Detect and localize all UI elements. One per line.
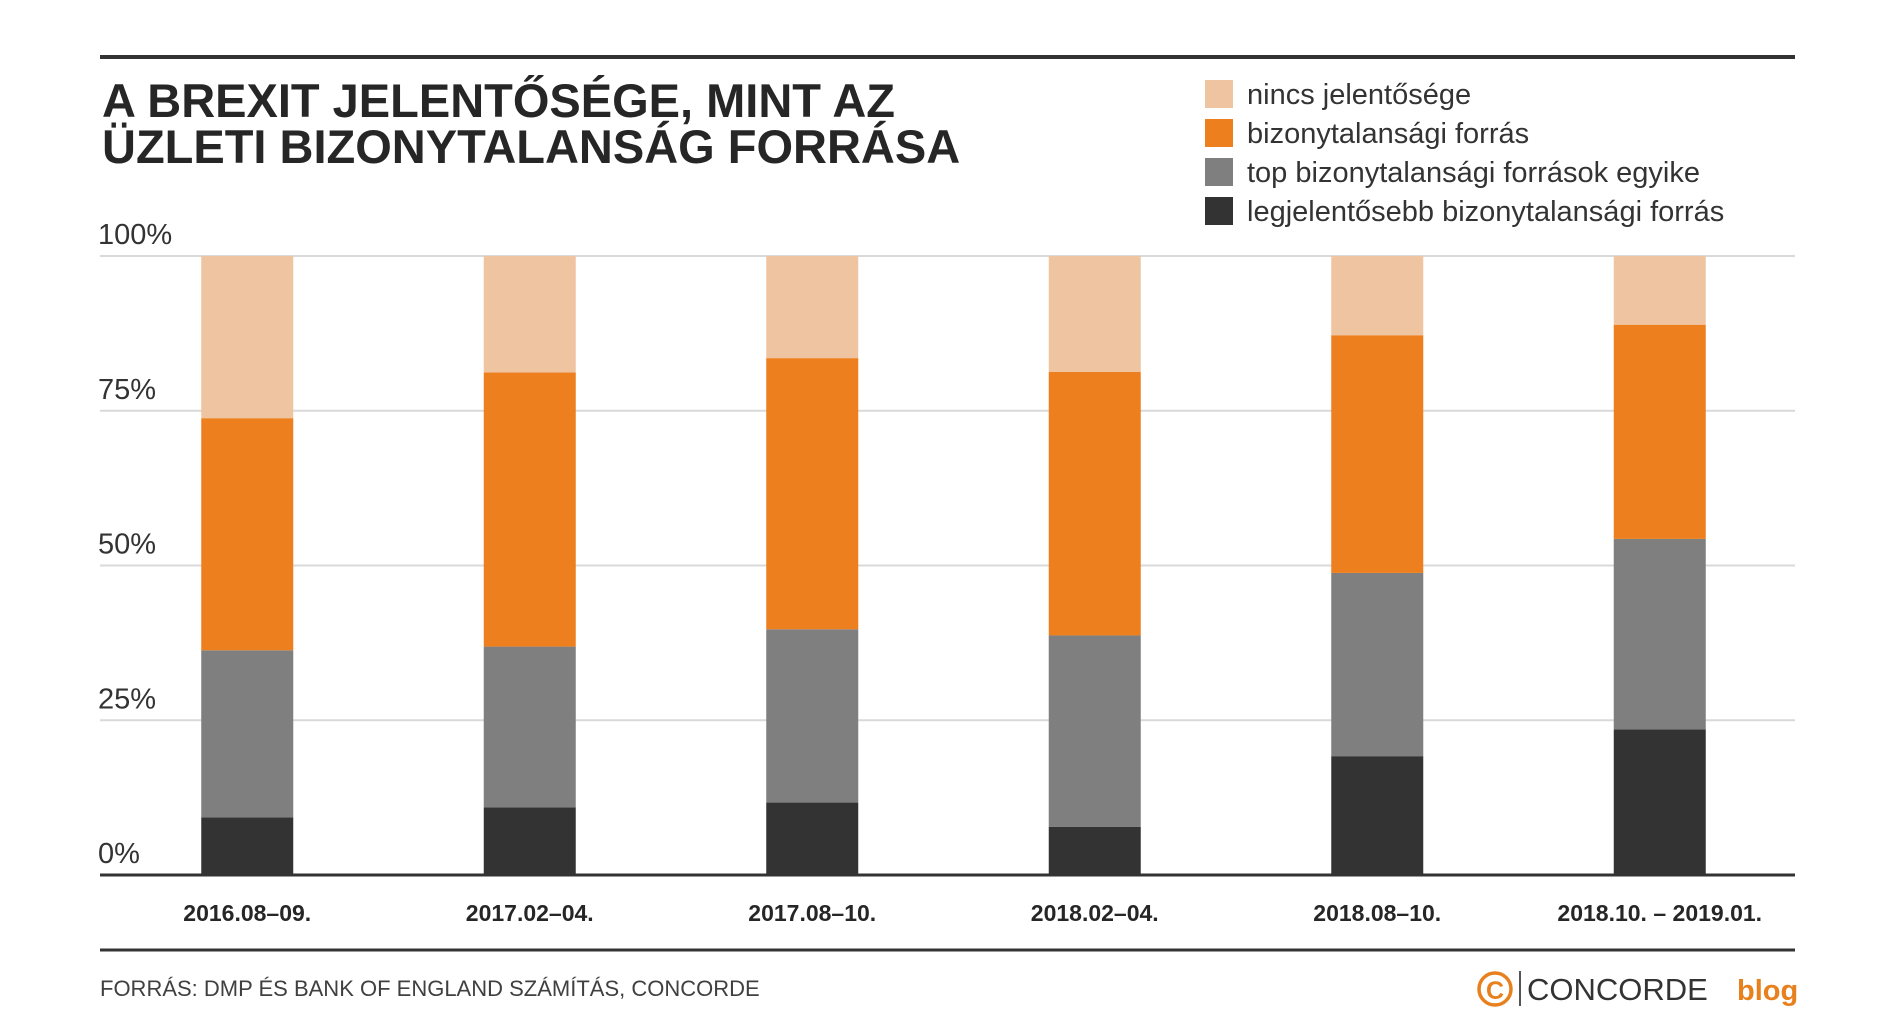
bar-segment bbox=[1331, 756, 1424, 875]
bar-segment bbox=[1331, 256, 1424, 336]
legend-label: top bizonytalansági források egyike bbox=[1247, 157, 1700, 189]
grid bbox=[100, 255, 1795, 722]
bar-segment bbox=[766, 802, 859, 875]
bar-segment bbox=[1048, 826, 1141, 875]
y-tick-label: 25% bbox=[98, 683, 156, 715]
y-tick-label: 100% bbox=[98, 219, 172, 251]
y-axis: 0% 25% 50% 75% 100% bbox=[98, 219, 172, 870]
chart-title-line-1: A BREXIT JELENTŐSÉGE, MINT AZ bbox=[102, 74, 895, 127]
x-tick-label: 2017.02–04. bbox=[466, 900, 594, 926]
bar-segment bbox=[1613, 729, 1706, 875]
bar-segment bbox=[1613, 538, 1706, 730]
y-tick-label: 75% bbox=[98, 374, 156, 406]
y-tick-label: 0% bbox=[98, 838, 140, 870]
bar-segment bbox=[1613, 324, 1706, 539]
bar-segment bbox=[201, 256, 294, 419]
legend-swatch bbox=[1205, 158, 1233, 186]
concorde-logo: C CONCORDE blog bbox=[1477, 971, 1798, 1007]
bar-segment bbox=[201, 650, 294, 818]
bar-segment bbox=[483, 646, 576, 808]
legend-swatch bbox=[1205, 197, 1233, 225]
logo-name: CONCORDE bbox=[1527, 972, 1708, 1007]
bar-segment bbox=[201, 817, 294, 875]
logo-circle-icon bbox=[1477, 971, 1513, 1007]
x-tick-label: 2018.02–04. bbox=[1031, 900, 1159, 926]
bar-segment bbox=[1048, 371, 1141, 636]
legend-swatch bbox=[1205, 80, 1233, 108]
bar-segment bbox=[766, 358, 859, 630]
bar-segment bbox=[1048, 635, 1141, 827]
x-axis: 2016.08–09. 2017.02–04. 2017.08–10. 2018.02… bbox=[183, 900, 1762, 926]
legend-label: legjelentősebb bizonytalansági forrás bbox=[1247, 196, 1724, 228]
x-tick-label: 2018.10. – 2019.01. bbox=[1557, 900, 1762, 926]
legend-swatch bbox=[1205, 119, 1233, 147]
x-tick-label: 2016.08–09. bbox=[183, 900, 311, 926]
bar-segment bbox=[483, 807, 576, 875]
source-note: FORRÁS: DMP ÉS BANK OF ENGLAND SZÁMÍTÁS,… bbox=[100, 976, 760, 1001]
legend: nincs jelentősége bizonytalansági forrás t… bbox=[1205, 79, 1724, 228]
bars bbox=[201, 256, 1706, 875]
bar-segment bbox=[1331, 572, 1424, 757]
bar-segment bbox=[1613, 256, 1706, 325]
bar-segment bbox=[483, 256, 576, 373]
bar-segment bbox=[766, 256, 859, 359]
x-tick-label: 2017.08–10. bbox=[748, 900, 876, 926]
y-tick-label: 50% bbox=[98, 529, 156, 561]
bar-segment bbox=[201, 418, 294, 651]
bar-segment bbox=[1048, 256, 1141, 372]
bar-segment bbox=[766, 629, 859, 803]
bar-segment bbox=[483, 372, 576, 647]
chart-title-line-2: ÜZLETI BIZONYTALANSÁG FORRÁSA bbox=[102, 120, 960, 173]
x-tick-label: 2018.08–10. bbox=[1313, 900, 1441, 926]
logo-suffix: blog bbox=[1737, 975, 1798, 1007]
bar-segment bbox=[1331, 335, 1424, 573]
logo-symbol: C bbox=[1486, 977, 1504, 1005]
legend-label: bizonytalansági forrás bbox=[1247, 118, 1529, 150]
legend-label: nincs jelentősége bbox=[1247, 79, 1471, 111]
